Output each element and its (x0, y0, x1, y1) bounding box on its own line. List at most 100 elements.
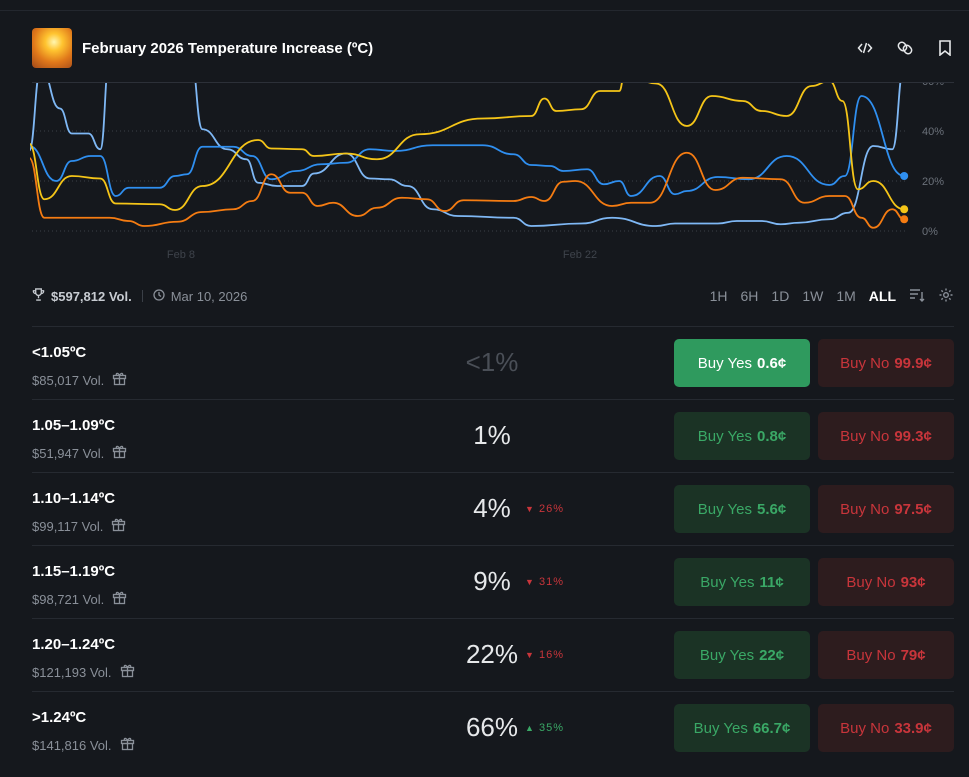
buy-no-label: Buy No (846, 573, 896, 591)
outcome-name: 1.15–1.19ºC (32, 563, 116, 580)
yes-price: 5.6¢ (757, 500, 787, 518)
y-tick-label: 20% (922, 176, 944, 188)
buy-yes-button[interactable]: Buy Yes 5.6¢ (674, 485, 810, 533)
chance-change: ▲ 35% (525, 722, 564, 734)
buy-no-button[interactable]: Buy No 99.3¢ (818, 412, 954, 460)
outcome-row: >1.24ºC $141,816 Vol. 66% ▲ 35% Buy Yes 6… (32, 691, 954, 764)
change-value: 31% (538, 576, 565, 588)
range-1h[interactable]: 1H (709, 288, 728, 304)
outcome-row: 1.20–1.24ºC $121,193 Vol. 22% ▼ 16% Buy … (32, 618, 954, 691)
change-value: 35% (538, 722, 565, 734)
x-tick-label: Feb 8 (167, 249, 195, 261)
outcome-volume: $121,193 Vol. (32, 664, 112, 680)
outcome-volume: $98,721 Vol. (32, 591, 105, 607)
outcome-chance: 9% (473, 566, 511, 596)
buy-no-button[interactable]: Buy No 97.5¢ (818, 485, 954, 533)
range-1w[interactable]: 1W (802, 288, 824, 304)
range-1d[interactable]: 1D (771, 288, 790, 304)
chance-change: ▼ 26% (525, 503, 564, 515)
link-icon[interactable] (896, 39, 914, 57)
outcome-chance: 22% (465, 639, 519, 669)
arrow-down-icon: ▼ (525, 504, 535, 514)
outcome-row: 1.15–1.19ºC $98,721 Vol. 9% ▼ 31% Buy Ye… (32, 545, 954, 618)
buy-yes-label: Buy Yes (699, 646, 755, 664)
buy-yes-label: Buy Yes (697, 427, 752, 445)
embed-code-icon[interactable] (856, 39, 874, 57)
series-end-dot-1 (900, 172, 909, 180)
outcome-name: 1.05–1.09ºC (32, 417, 116, 434)
buy-no-label: Buy No (840, 427, 890, 445)
series-line-3 (30, 151, 905, 229)
gift-icon[interactable] (112, 590, 127, 608)
gear-icon[interactable] (938, 287, 954, 306)
series-end-dot-3 (900, 215, 909, 224)
trophy-icon (32, 288, 45, 304)
outcome-name: 1.10–1.14ºC (32, 490, 116, 507)
chance-change: ▼ 16% (525, 649, 564, 661)
yes-price: 11¢ (759, 573, 784, 591)
x-tick-label: Feb 22 (563, 249, 597, 261)
outcome-volume: $141,816 Vol. (32, 737, 112, 753)
no-price: 79¢ (900, 646, 926, 664)
outcome-volume: $51,947 Vol. (32, 445, 105, 461)
no-price: 93¢ (900, 573, 926, 591)
outcome-name: 1.20–1.24ºC (32, 636, 116, 653)
buy-yes-button[interactable]: Buy Yes 0.6¢ (674, 339, 810, 387)
buy-yes-button[interactable]: Buy Yes 22¢ (674, 631, 810, 679)
buy-yes-label: Buy Yes (697, 500, 752, 518)
outcome-chance: 66% (465, 712, 519, 742)
change-value: 16% (538, 649, 565, 661)
arrow-down-icon: ▼ (525, 577, 535, 587)
market-header: February 2026 Temperature Increase (ºC) (32, 28, 954, 68)
market-meta: $597,812 Vol. Mar 10, 2026 1H 6H 1D 1W 1… (32, 286, 954, 306)
yes-price: 0.6¢ (757, 354, 787, 372)
series-line-0 (30, 83, 902, 227)
outcome-row: <1.05ºC $85,017 Vol. <1% Buy Yes 0.6¢ Buy… (32, 326, 954, 399)
divider (141, 290, 143, 302)
sort-icon[interactable] (909, 288, 925, 305)
chance-change: ▼ 31% (525, 576, 564, 588)
no-price: 99.3¢ (894, 427, 932, 445)
outcome-name: >1.24ºC (32, 709, 87, 726)
chart-top-divider (32, 82, 954, 83)
range-6h[interactable]: 6H (740, 288, 759, 304)
buy-no-label: Buy No (840, 500, 890, 518)
yes-price: 66.7¢ (752, 719, 791, 737)
range-1m[interactable]: 1M (836, 288, 856, 304)
no-price: 33.9¢ (894, 719, 932, 737)
arrow-down-icon: ▼ (525, 650, 535, 660)
buy-no-button[interactable]: Buy No 93¢ (818, 558, 954, 606)
buy-no-button[interactable]: Buy No 33.9¢ (818, 704, 954, 752)
range-selector: 1H 6H 1D 1W 1M ALL (710, 287, 954, 306)
range-all[interactable]: ALL (868, 288, 896, 304)
buy-yes-button[interactable]: Buy Yes 11¢ (674, 558, 810, 606)
y-tick-label: 40% (922, 126, 944, 138)
outcome-chance: 4% (473, 493, 511, 523)
outcome-row: 1.05–1.09ºC $51,947 Vol. 1% Buy Yes 0.8¢ … (32, 399, 954, 472)
price-chart[interactable]: 0% 20% 40% 60% Feb 8 Feb 22 (0, 76, 969, 272)
change-value: 26% (538, 503, 565, 515)
buy-yes-label: Buy Yes (693, 719, 748, 737)
series-line-1 (30, 95, 905, 197)
series-line-2 (30, 83, 905, 211)
buy-yes-label: Buy Yes (697, 354, 752, 372)
gift-icon[interactable] (112, 371, 127, 389)
buy-no-button[interactable]: Buy No 99.9¢ (818, 339, 954, 387)
total-volume: $597,812 Vol. (51, 288, 132, 304)
gift-icon[interactable] (120, 663, 135, 681)
end-date: Mar 10, 2026 (170, 288, 248, 304)
yes-price: 0.8¢ (757, 427, 787, 445)
arrow-up-icon: ▲ (525, 723, 535, 733)
gift-icon[interactable] (120, 736, 135, 754)
gift-icon[interactable] (111, 517, 126, 535)
buy-no-label: Buy No (840, 354, 890, 372)
buy-yes-button[interactable]: Buy Yes 0.8¢ (674, 412, 810, 460)
buy-no-label: Buy No (846, 646, 896, 664)
page-title: February 2026 Temperature Increase (ºC) (82, 39, 374, 57)
buy-no-button[interactable]: Buy No 79¢ (818, 631, 954, 679)
bookmark-icon[interactable] (936, 39, 954, 57)
buy-yes-label: Buy Yes (700, 573, 755, 591)
buy-yes-button[interactable]: Buy Yes 66.7¢ (674, 704, 810, 752)
gift-icon[interactable] (112, 444, 127, 462)
yes-price: 22¢ (759, 646, 785, 664)
